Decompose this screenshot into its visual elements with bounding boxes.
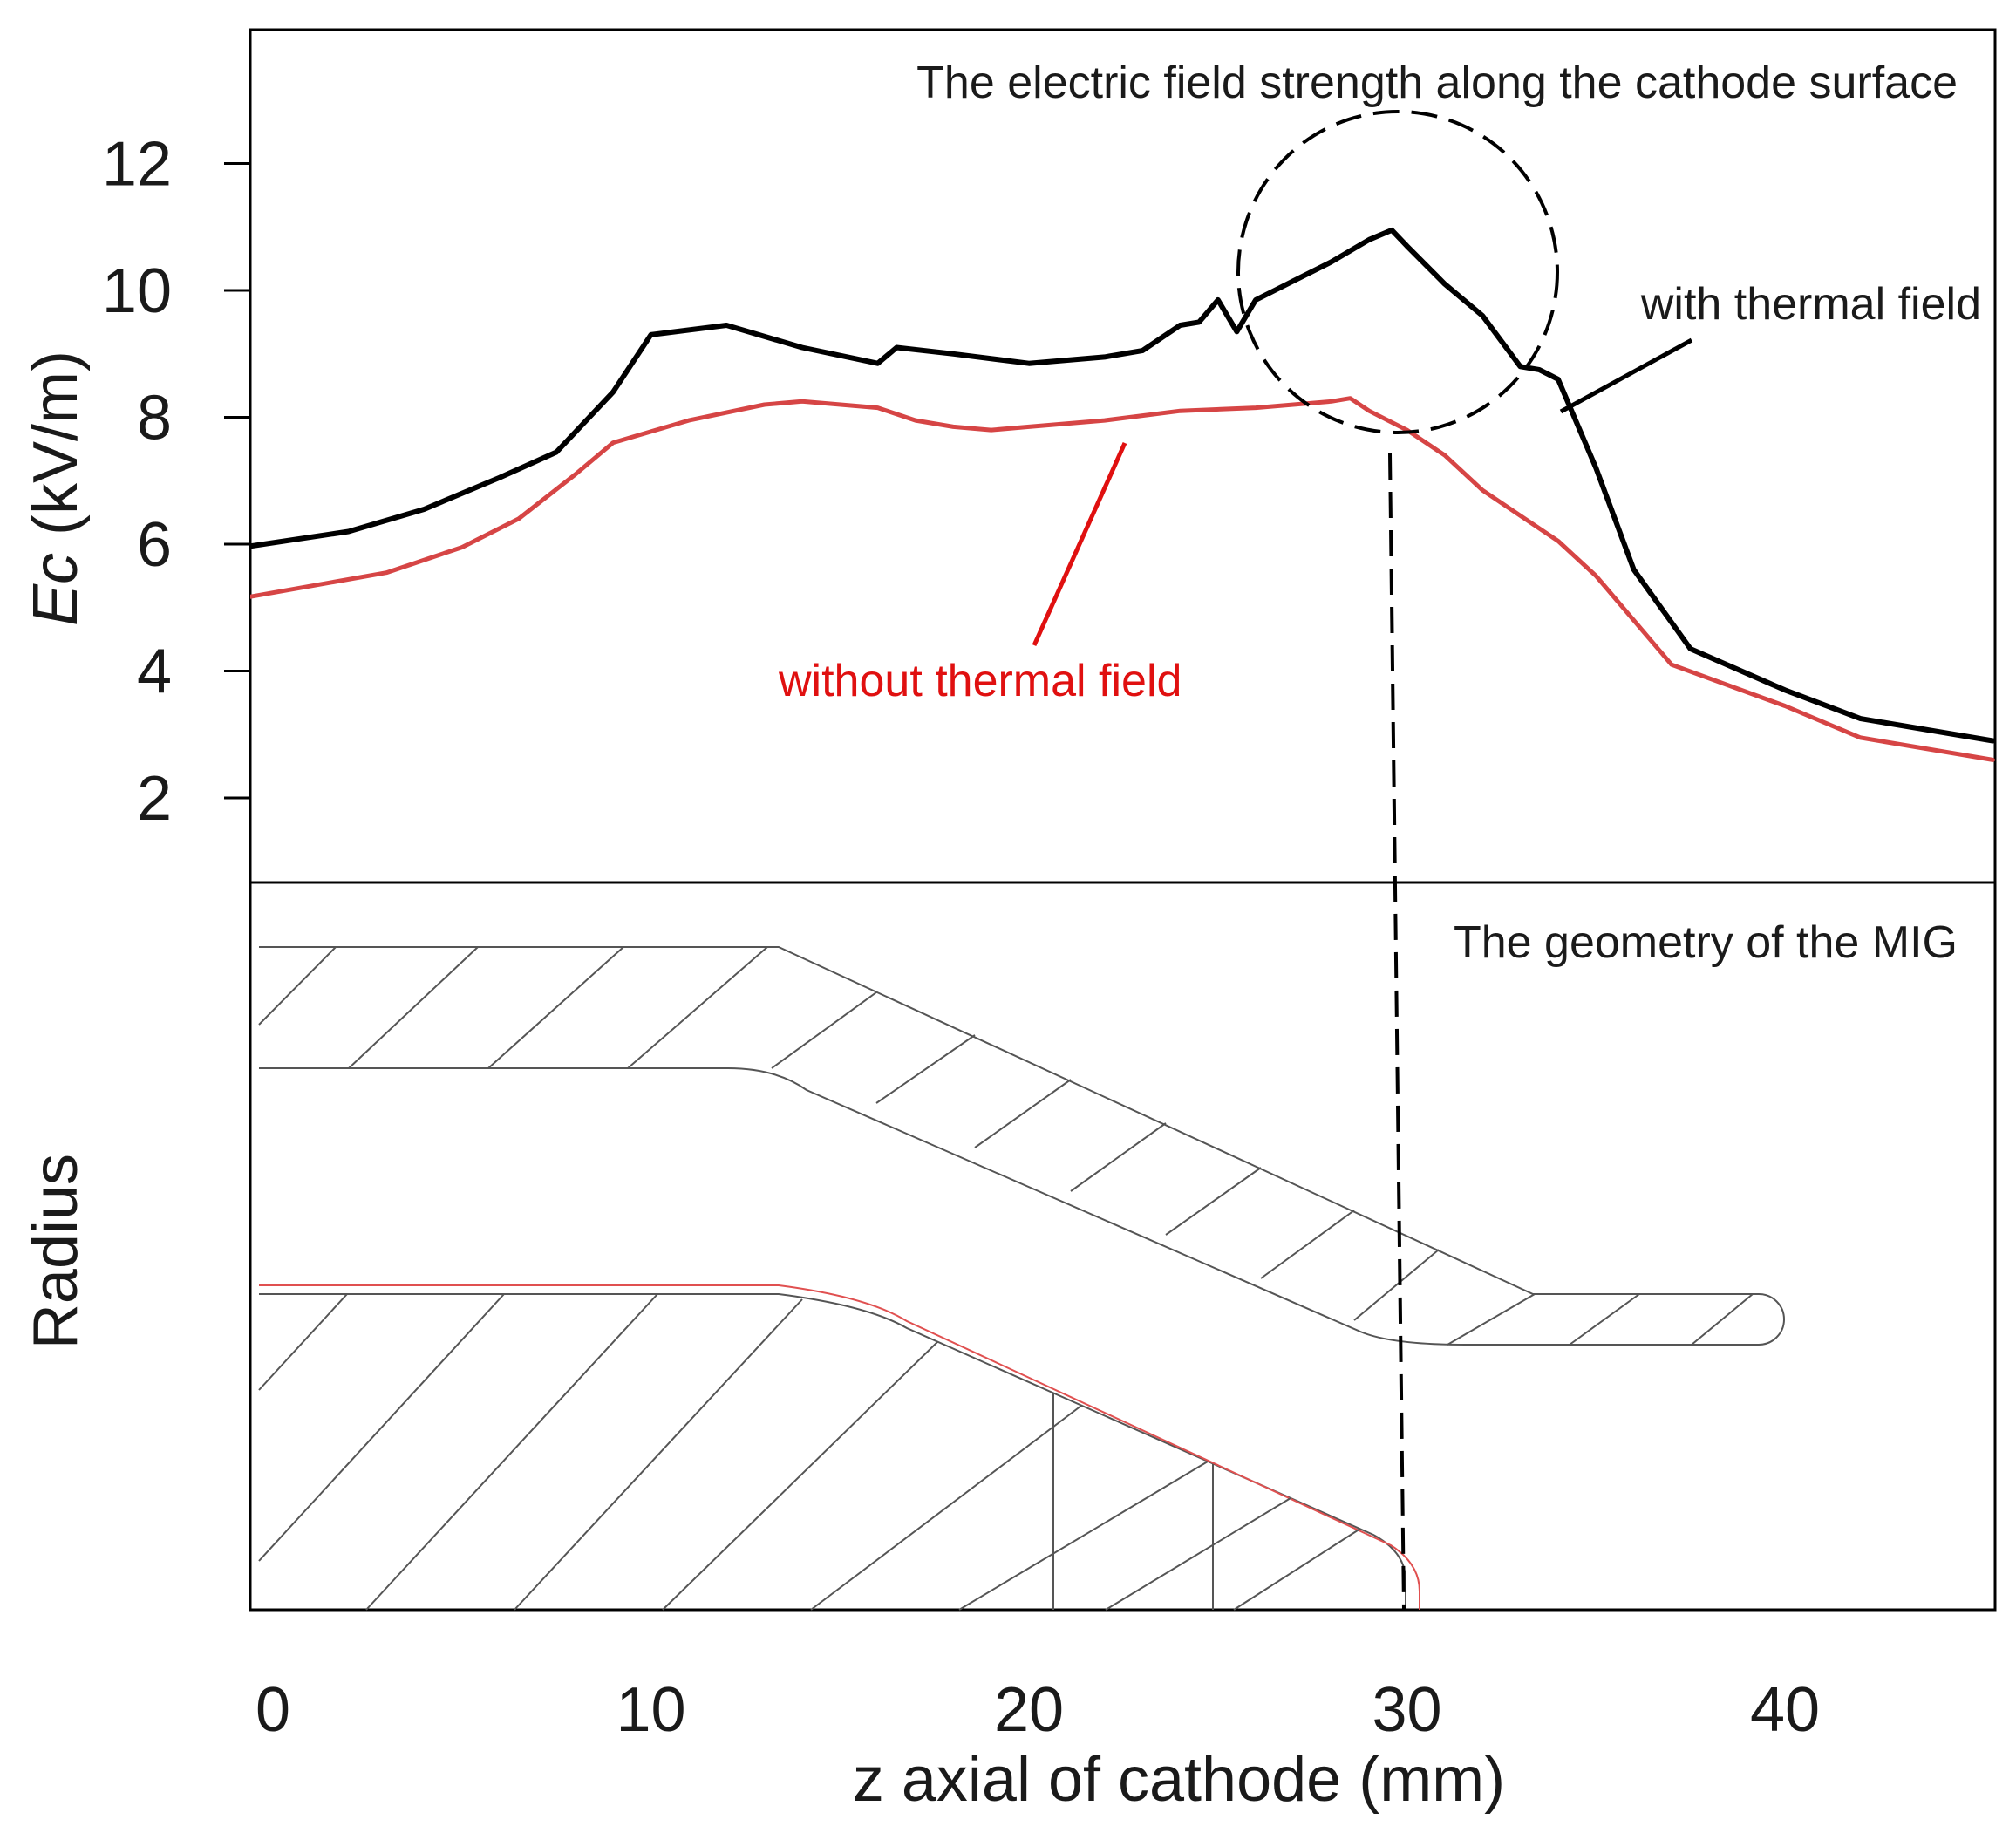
y-axis-label-unit: (kV/m) bbox=[21, 351, 91, 553]
y-tick-label-4: 4 bbox=[137, 637, 172, 707]
x-axis-tick-labels: 0 10 20 30 40 bbox=[255, 1675, 1820, 1745]
y-axis-tick-labels: 2 4 6 8 10 12 bbox=[102, 130, 172, 835]
cathode-outline bbox=[259, 1293, 1406, 1610]
cathode-hatching bbox=[258, 1293, 1361, 1611]
series-with-thermal-line bbox=[250, 227, 1995, 744]
with-thermal-label: with thermal field bbox=[1640, 279, 1981, 330]
with-thermal-pointer bbox=[1559, 337, 1693, 414]
bottom-plot-frame bbox=[249, 881, 1997, 1612]
y-axis-label-symbol: Ec bbox=[21, 553, 91, 626]
y-tick-label-8: 8 bbox=[137, 384, 172, 453]
connector-dashed-line bbox=[1388, 453, 1406, 1611]
x-tick-label-20: 20 bbox=[994, 1675, 1064, 1745]
geometry-title: The geometry of the MIG bbox=[1454, 917, 1958, 968]
without-thermal-label: without thermal field bbox=[778, 656, 1182, 706]
x-tick-label-30: 30 bbox=[1372, 1675, 1441, 1745]
x-tick-label-0: 0 bbox=[255, 1675, 290, 1745]
anode-outline bbox=[259, 946, 1785, 1346]
x-tick-label-10: 10 bbox=[616, 1675, 685, 1745]
bottom-panel: The geometry of the MIG Radius bbox=[21, 453, 1997, 1815]
x-axis-label: z axial of cathode (mm) bbox=[853, 1745, 1505, 1815]
cathode-outline-thermal bbox=[259, 1284, 1420, 1610]
cathode-geometry bbox=[258, 1284, 1420, 1611]
y-tick-label-12: 12 bbox=[102, 130, 172, 200]
anode-geometry bbox=[258, 946, 1785, 1346]
highlight-circle bbox=[1236, 110, 1559, 434]
radius-axis-label: Radius bbox=[21, 1154, 91, 1349]
series-layer bbox=[250, 227, 1995, 762]
without-thermal-pointer bbox=[1032, 441, 1127, 647]
anode-hatching bbox=[258, 946, 1754, 1346]
series-without-thermal-line bbox=[250, 396, 1995, 762]
y-axis-label: Ec (kV/m) bbox=[21, 351, 91, 626]
y-tick-label-2: 2 bbox=[137, 764, 172, 834]
top-plot-frame bbox=[249, 28, 1997, 884]
x-tick-label-40: 40 bbox=[1750, 1675, 1820, 1745]
y-tick-label-10: 10 bbox=[102, 256, 172, 326]
top-chart-title: The electric field strength along the ca… bbox=[916, 58, 1958, 108]
y-axis-ticks bbox=[224, 162, 250, 800]
y-tick-label-6: 6 bbox=[137, 510, 172, 580]
top-panel: 2 4 6 8 10 12 The electric field strength alo… bbox=[21, 28, 1997, 884]
